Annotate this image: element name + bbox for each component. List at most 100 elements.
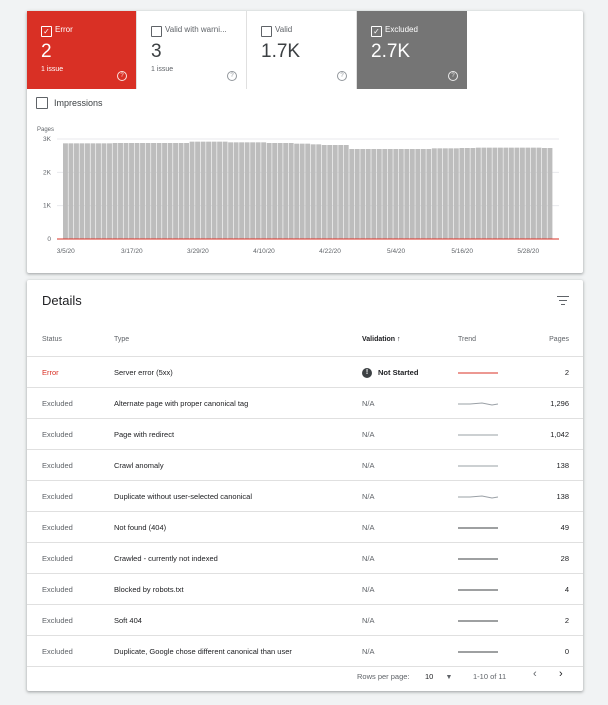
impressions-label: Impressions [54, 98, 103, 108]
row-validation-text: N/A [362, 585, 375, 594]
chart-bar [321, 145, 327, 239]
row-trend-sparkline [458, 367, 498, 379]
help-icon[interactable]: ? [448, 71, 458, 81]
y-tick-label: 1K [43, 203, 52, 210]
next-page-icon[interactable]: › [559, 668, 563, 680]
chart-bar [178, 143, 184, 239]
row-validation-text: N/A [362, 461, 375, 470]
rows-per-page-select[interactable]: 10 ▼ [425, 672, 452, 681]
table-row[interactable]: Excluded Duplicate without user-selected… [27, 481, 583, 512]
table-row[interactable]: Excluded Soft 404 N/A 2 [27, 605, 583, 636]
chart-bar [261, 142, 267, 239]
table-row[interactable]: Excluded Alternate page with proper cano… [27, 388, 583, 419]
x-tick-label: 5/16/20 [451, 248, 473, 255]
row-validation-text: N/A [362, 647, 375, 656]
header-validation-label: Validation [362, 336, 396, 343]
filter-icon[interactable] [557, 296, 569, 306]
row-type: Blocked by robots.txt [114, 585, 184, 594]
row-pages: 49 [560, 523, 569, 532]
row-validation-text: N/A [362, 430, 375, 439]
tile-warnings-value: 3 [151, 41, 162, 62]
row-pages: 1,296 [550, 399, 569, 408]
row-type: Alternate page with proper canonical tag [114, 399, 249, 408]
help-icon[interactable]: ? [337, 71, 347, 81]
chart-bar [360, 149, 366, 239]
x-tick-label: 3/5/20 [57, 248, 75, 255]
chart-bar [376, 149, 382, 239]
chart-bar [140, 143, 145, 239]
rows-per-page-label: Rows per page: [357, 672, 410, 681]
y-tick-label: 2K [43, 169, 52, 176]
row-type: Crawl anomaly [114, 461, 164, 470]
table-row[interactable]: Excluded Blocked by robots.txt N/A 4 [27, 574, 583, 605]
chart-bar [426, 149, 432, 239]
chart-bar [486, 147, 492, 239]
chart-bar [195, 141, 201, 239]
header-pages[interactable]: Pages [549, 336, 569, 343]
row-type: Duplicate, Google chose different canoni… [114, 647, 292, 656]
tile-warnings-checkbox[interactable] [151, 26, 162, 37]
tile-warnings-label: Valid with warni... [165, 25, 227, 34]
impressions-checkbox[interactable] [36, 97, 48, 109]
row-status: Excluded [42, 523, 73, 532]
row-pages: 138 [556, 492, 569, 501]
row-trend-sparkline [458, 615, 498, 627]
details-card: Details Status Type Validation ↑ Trend P… [27, 280, 583, 691]
row-type: Soft 404 [114, 616, 142, 625]
tile-error-sub: 1 issue [41, 66, 64, 73]
impressions-toggle[interactable]: Impressions [36, 97, 103, 109]
chart-bar [189, 141, 195, 239]
row-type: Not found (404) [114, 523, 167, 532]
help-icon[interactable]: ? [227, 71, 237, 81]
tile-excluded[interactable]: ✓ Excluded 2.7K ? [357, 11, 467, 89]
table-row[interactable]: Excluded Duplicate, Google chose differe… [27, 636, 583, 667]
tile-valid-checkbox[interactable] [261, 26, 272, 37]
help-icon[interactable]: ? [117, 71, 127, 81]
row-validation: N/A [362, 554, 375, 563]
pagination: Rows per page: 10 ▼ 1-10 of 11 ‹ › [27, 661, 583, 691]
tile-excluded-label: Excluded [385, 25, 418, 34]
chart-bar [228, 142, 234, 239]
chart-bar [448, 148, 454, 239]
tile-excluded-checkbox[interactable]: ✓ [371, 26, 382, 37]
chart-bar [151, 143, 156, 239]
row-trend-sparkline [458, 398, 499, 410]
table-row[interactable]: Excluded Not found (404) N/A 49 [27, 512, 583, 543]
row-trend-sparkline [458, 584, 498, 596]
chart-bar [134, 143, 140, 239]
chart-bar [382, 149, 388, 239]
row-validation-text: N/A [362, 523, 375, 532]
row-validation: N/A [362, 430, 375, 439]
chart-bar [299, 143, 305, 239]
x-tick-label: 4/10/20 [253, 248, 275, 255]
tile-valid[interactable]: Valid 1.7K ? [247, 11, 357, 89]
table-row[interactable]: Error Server error (5xx) ! Not Started 2 [27, 357, 583, 388]
chart-bar [200, 141, 206, 239]
tile-valid-value: 1.7K [261, 41, 301, 62]
row-status: Excluded [42, 585, 73, 594]
tile-valid-with-warnings[interactable]: Valid with warni... 3 1 issue ? [137, 11, 247, 89]
prev-page-icon[interactable]: ‹ [533, 668, 537, 680]
chart-bar [497, 147, 503, 239]
header-validation[interactable]: Validation ↑ [362, 336, 401, 343]
header-status[interactable]: Status [42, 336, 62, 343]
chart-bar [398, 149, 404, 239]
tile-error[interactable]: ✓ Error 2 1 issue ? [27, 11, 137, 89]
chart-bar [233, 142, 239, 239]
header-type[interactable]: Type [114, 336, 130, 343]
table-row[interactable]: Excluded Crawl anomaly N/A 138 [27, 450, 583, 481]
x-tick-label: 5/28/20 [517, 248, 539, 255]
tile-error-checkbox[interactable]: ✓ [41, 26, 52, 37]
row-type: Page with redirect [114, 430, 175, 439]
table-row[interactable]: Excluded Page with redirect N/A 1,042 [27, 419, 583, 450]
row-status: Error [42, 368, 59, 377]
page-range: 1-10 of 11 [473, 672, 507, 681]
header-trend: Trend [458, 336, 477, 343]
chart-bar [371, 149, 377, 239]
chart-bar [244, 142, 250, 239]
chart-bar [277, 143, 283, 239]
row-trend-sparkline [458, 491, 499, 503]
table-row[interactable]: Excluded Crawled - currently not indexed… [27, 543, 583, 574]
chart-bar [514, 147, 520, 239]
row-trend-sparkline [458, 429, 498, 441]
